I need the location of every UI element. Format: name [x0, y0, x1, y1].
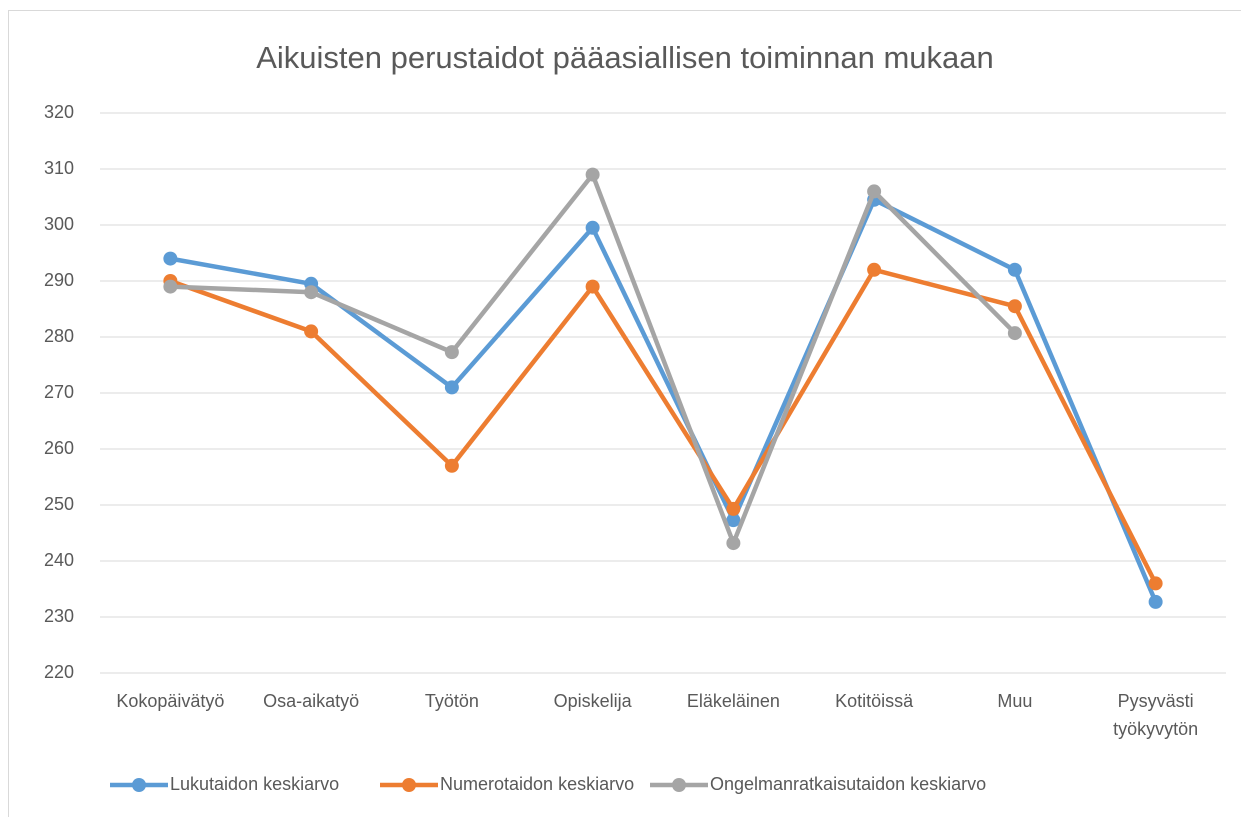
y-tick-label: 240 — [44, 550, 74, 570]
legend-label: Numerotaidon keskiarvo — [440, 774, 634, 794]
data-point — [1008, 263, 1022, 277]
data-point — [867, 263, 881, 277]
data-point — [726, 536, 740, 550]
data-point — [867, 184, 881, 198]
legend-marker — [132, 778, 146, 792]
x-tick-label: Eläkeläinen — [687, 691, 780, 711]
y-tick-label: 300 — [44, 214, 74, 234]
y-tick-label: 260 — [44, 438, 74, 458]
y-tick-label: 250 — [44, 494, 74, 514]
legend-label: Ongelmanratkaisutaidon keskiarvo — [710, 774, 986, 794]
data-point — [1149, 576, 1163, 590]
y-tick-label: 320 — [44, 102, 74, 122]
data-point — [163, 252, 177, 266]
y-tick-label: 290 — [44, 270, 74, 290]
data-point — [445, 345, 459, 359]
legend-label: Lukutaidon keskiarvo — [170, 774, 339, 794]
y-tick-label: 280 — [44, 326, 74, 346]
x-tick-label: Osa-aikatyö — [263, 691, 359, 711]
data-point — [586, 168, 600, 182]
data-point — [1149, 595, 1163, 609]
data-point — [304, 324, 318, 338]
chart-title: Aikuisten perustaidot pääasiallisen toim… — [256, 40, 994, 75]
data-point — [163, 280, 177, 294]
data-point — [586, 221, 600, 235]
x-tick-label: Kokopäivätyö — [116, 691, 224, 711]
x-tick-label: Työtön — [425, 691, 479, 711]
data-point — [726, 502, 740, 516]
y-tick-label: 230 — [44, 606, 74, 626]
y-tick-label: 270 — [44, 382, 74, 402]
data-point — [1008, 299, 1022, 313]
y-tick-label: 220 — [44, 662, 74, 682]
x-tick-label: Opiskelija — [554, 691, 633, 711]
data-point — [445, 459, 459, 473]
x-tick-label: Kotitöissä — [835, 691, 914, 711]
data-point — [304, 285, 318, 299]
x-tick-label: Muu — [997, 691, 1032, 711]
data-point — [1008, 326, 1022, 340]
y-tick-label: 310 — [44, 158, 74, 178]
legend-marker — [402, 778, 416, 792]
data-point — [586, 280, 600, 294]
data-point — [445, 380, 459, 394]
legend-marker — [672, 778, 686, 792]
